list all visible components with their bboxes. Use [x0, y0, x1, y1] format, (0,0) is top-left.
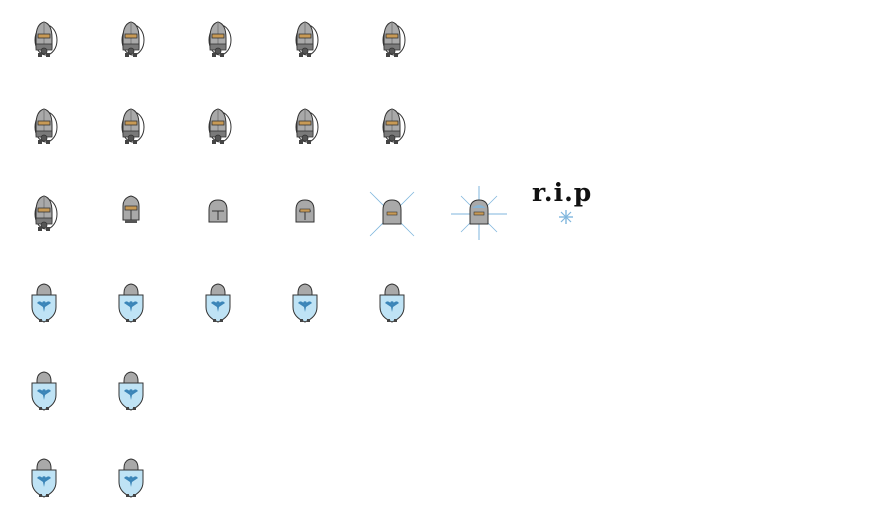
shield-knight-walk-frame-2-shield-knight-sprite [111, 369, 151, 413]
shield-knight-walk-frame-1-shield-knight-sprite [24, 369, 64, 413]
shield-knight-hit-frame-1-shield-knight-sprite [24, 456, 64, 500]
knight-death-frame-4-tombstone-cracked-sprite [285, 192, 325, 236]
knight-walk-right-frame-2-knight-sprite [111, 105, 151, 149]
sparkle-icon [558, 209, 574, 229]
rip-label: r.i.p [532, 178, 593, 207]
knight-walk-right-frame-5-knight-sprite [372, 105, 412, 149]
knight-walk-right-frame-3-knight-sprite [198, 105, 238, 149]
knight-idle-right-frame-5-knight-sprite [372, 18, 412, 62]
knight-death-frame-1-knight-sprite [24, 192, 64, 236]
knight-death-frame-2-helmet-small-sprite [111, 192, 151, 236]
knight-idle-right-frame-3-knight-sprite [198, 18, 238, 62]
knight-walk-right-frame-1-knight-sprite [24, 105, 64, 149]
knight-death-frame-5-tombstone-glow-sprite [369, 191, 415, 237]
knight-idle-right-frame-2-knight-sprite [111, 18, 151, 62]
knight-walk-right-frame-4-knight-sprite [285, 105, 325, 149]
shield-knight-idle-frame-5-shield-knight-sprite [372, 281, 412, 325]
knight-idle-right-frame-1-knight-sprite [24, 18, 64, 62]
knight-idle-right-frame-4-knight-sprite [285, 18, 325, 62]
shield-knight-idle-frame-3-shield-knight-sprite [198, 281, 238, 325]
shield-knight-hit-frame-2-shield-knight-sprite [111, 456, 151, 500]
shield-knight-idle-frame-2-shield-knight-sprite [111, 281, 151, 325]
knight-death-frame-6-tombstone-glow-strong-sprite [451, 186, 507, 240]
knight-death-frame-3-tombstone-sprite [198, 192, 238, 236]
shield-knight-idle-frame-1-shield-knight-sprite [24, 281, 64, 325]
shield-knight-idle-frame-4-shield-knight-sprite [285, 281, 325, 325]
